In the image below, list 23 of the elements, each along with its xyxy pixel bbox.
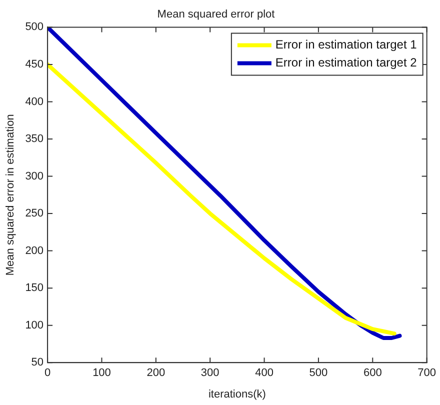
y-tick-label: 500 <box>25 21 44 34</box>
x-tick-label: 300 <box>200 367 220 380</box>
chart-title: Mean squared error plot <box>157 8 275 21</box>
x-tick-label: 100 <box>92 367 111 380</box>
legend-label: Error in estimation target 1 <box>275 38 418 52</box>
y-tick-label: 150 <box>25 282 44 294</box>
y-tick-label: 350 <box>25 133 44 146</box>
y-tick-label: 200 <box>25 244 44 257</box>
y-tick-label: 100 <box>25 319 44 332</box>
x-tick-label: 700 <box>418 367 436 380</box>
y-axis-title: Mean squared error in estimation <box>4 114 17 276</box>
y-tick-label: 300 <box>25 170 44 182</box>
x-tick-label: 400 <box>255 367 274 380</box>
x-axis-title: iterations(k) <box>208 388 266 400</box>
y-tick-label: 450 <box>25 58 44 70</box>
y-tick-label: 50 <box>31 356 44 369</box>
x-tick-label: 500 <box>309 367 328 380</box>
x-tick-label: 200 <box>146 367 166 380</box>
x-tick-label: 0 <box>44 367 51 380</box>
y-tick-label: 400 <box>25 96 44 108</box>
legend-label: Error in estimation target 2 <box>275 56 418 70</box>
x-tick-label: 600 <box>363 367 382 380</box>
y-tick-label: 250 <box>25 208 44 220</box>
